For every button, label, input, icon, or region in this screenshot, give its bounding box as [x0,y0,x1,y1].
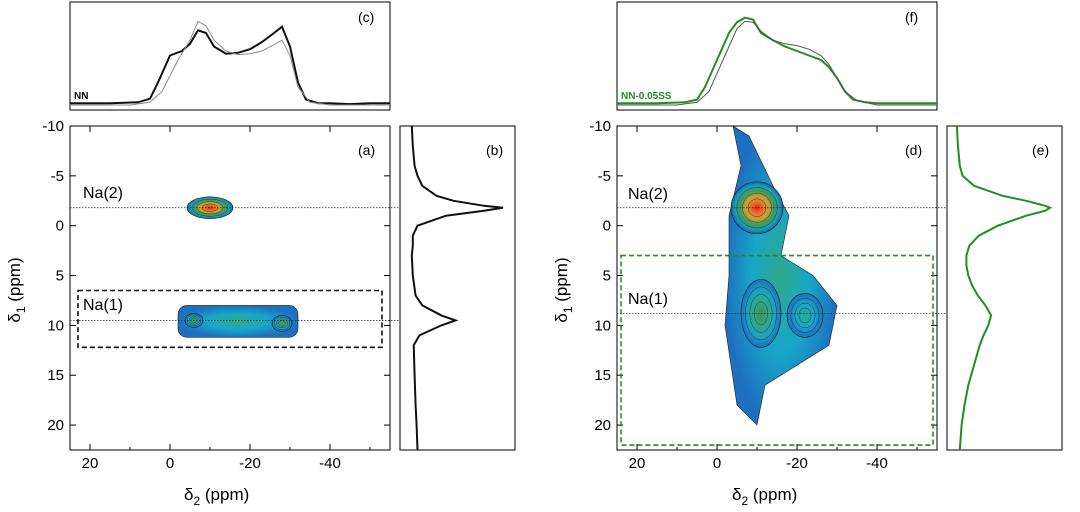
panel-a-ticks: 20 0 -20 -40 -10 -5 0 5 10 15 20 [42,118,390,472]
y-tick-label: 0 [603,218,611,235]
panel-e-label: (e) [1032,142,1049,158]
x-axis-label-left: δ2 (ppm) [184,485,249,508]
y-tick-label: 20 [594,417,611,434]
panel-a-frame [69,125,391,451]
x-axis-label-right: δ2 (ppm) [732,485,797,508]
panel-d-label: (d) [905,142,922,158]
panel-b: (b) [399,125,516,451]
contour-na2-d [730,181,784,235]
panel-c-frame [69,1,391,111]
contour-na1-band [177,305,299,338]
site-label-na1: Na(1) [83,297,123,314]
x-tick-label: -20 [786,455,808,472]
y-tick-label: -5 [598,168,611,185]
panel-d-contours [617,125,1062,446]
panel-d: (d) 20 0 -20 -40 -10 -5 0 5 10 15 20 Na(2) Na(1) [589,118,1062,472]
sample-label-nn-005ss: NN-0.05SS [621,91,672,102]
panel-e-spectrum [955,125,1053,451]
contour-na1-d2 [786,293,824,338]
y-tick-label: 20 [47,417,64,434]
x-tick-label: 20 [629,455,646,472]
panel-d-ticks: 20 0 -20 -40 -10 -5 0 5 10 15 20 [589,118,937,472]
contour-na1-right [271,315,293,332]
y-axis-label-left: δ1 (ppm) [5,257,28,322]
x-tick-label: 20 [82,455,99,472]
x-tick-label: -40 [319,455,341,472]
y-tick-label: 10 [47,317,64,334]
y-tick-label: 10 [594,317,611,334]
panel-c: (c) NN [69,1,391,111]
panel-f-frame [616,1,938,111]
panel-c-spectra [70,20,390,106]
panel-f-label: (f) [905,9,918,25]
contour-line [747,198,767,217]
x-tick-label: 0 [166,455,174,472]
contour-line [742,192,772,223]
selection-box-nn [77,289,383,349]
panel-a-contours [70,196,515,349]
contour-line [191,198,229,217]
y-tick-label: 15 [47,367,64,384]
panel-f: (f) NN-0.05SS [616,1,938,111]
y-tick-label: -10 [42,118,64,135]
y-tick-label: -5 [51,168,64,185]
y-tick-label: 15 [594,367,611,384]
contour-line [790,298,820,333]
y-axis-label-right: δ1 (ppm) [552,257,575,322]
site-label-na1-d: Na(1) [628,291,668,308]
y-tick-label: 0 [56,218,64,235]
projection-line [955,125,1053,451]
site-label-na2-d: Na(2) [628,186,668,203]
contour-line [798,307,812,324]
panel-c-label: (c) [358,9,374,25]
panel-a: (a) 20 0 -20 -40 -10 -5 0 5 10 15 20 Na(2) Na(1) [42,118,515,472]
panel-f-spectra [617,16,937,106]
contour-line [186,314,202,327]
contour-line [794,302,816,328]
contour-line [274,316,291,330]
selection-box-ss [620,254,934,446]
y-tick-label: 5 [603,268,611,285]
panel-a-label: (a) [358,142,375,158]
y-tick-label: 5 [56,268,64,285]
contour-line [278,320,286,327]
panel-b-spectrum [410,125,504,451]
fit-line [617,20,937,106]
contour-line [276,318,288,329]
sample-label-nn: NN [74,91,88,102]
x-tick-label: -20 [239,455,261,472]
projection-line [410,125,504,451]
y-tick-label: -10 [589,118,611,135]
x-tick-label: 0 [713,455,721,472]
site-label-na2: Na(2) [83,185,123,202]
panel-e: (e) [946,125,1063,451]
fit-line [70,20,390,106]
panel-b-label: (b) [486,142,503,158]
x-tick-label: -40 [866,455,888,472]
